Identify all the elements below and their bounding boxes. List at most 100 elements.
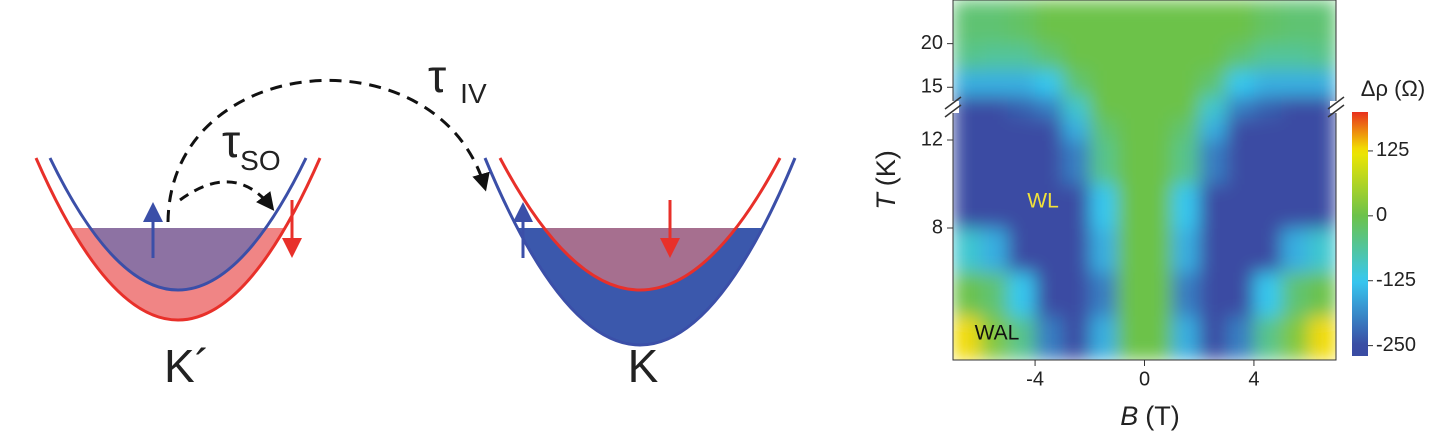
heatmap-cell (1308, 96, 1336, 119)
heatmap-cell (1281, 228, 1310, 273)
heatmap-cell (1007, 96, 1036, 119)
axis-break (1327, 104, 1345, 118)
heatmap-cells (953, 0, 1336, 360)
x-axis-variable: B (1120, 401, 1138, 431)
heatmap-cell (1281, 43, 1310, 71)
heatmap-cell (980, 184, 1009, 229)
heatmap-cell (1199, 184, 1228, 229)
heatmap-cell (1062, 140, 1091, 185)
axis-break (947, 101, 959, 113)
heatmap-cell (1253, 96, 1282, 119)
heatmap-cell (1089, 184, 1118, 229)
y-tick-label: 12 (921, 128, 943, 150)
colorbar-tick-label: -125 (1376, 269, 1416, 291)
x-tick-label: -4 (1026, 368, 1044, 390)
heatmap-cell (1089, 43, 1118, 71)
heatmap-cell (1035, 184, 1063, 229)
heatmap-cell (1308, 43, 1336, 71)
heatmap-cell (1117, 228, 1145, 273)
heatmap-cell (1144, 0, 1173, 45)
heatmap-cell (1035, 228, 1063, 273)
heatmap-cell (1144, 184, 1173, 229)
heatmap-cell (1281, 118, 1310, 141)
heatmap-cell (1199, 140, 1228, 185)
heatmap-cell (1308, 272, 1336, 317)
x-axis-label: B (T) (1120, 401, 1180, 431)
heatmap-cell (1171, 96, 1200, 119)
heatmap-cell (1007, 118, 1036, 141)
valley-left (34, 157, 322, 322)
heatmap-cell (1007, 43, 1036, 71)
heatmap-cell (980, 228, 1009, 273)
x-tick-label: 4 (1248, 368, 1259, 390)
heatmap-cell (1007, 69, 1036, 97)
heatmap-cell (1308, 316, 1336, 360)
heatmap-cell (1171, 272, 1200, 317)
heatmap-cell (1089, 140, 1118, 185)
heatmap-cell (1253, 184, 1282, 229)
axis-break (1330, 101, 1342, 113)
heatmap-cell (980, 118, 1009, 141)
heatmap-cell (1089, 69, 1118, 97)
heatmap-cell (1253, 0, 1282, 45)
heatmap-cell (1253, 140, 1282, 185)
heatmap-cell (1089, 0, 1118, 45)
heatmap-cell (1226, 316, 1255, 360)
x-axis-unit: (T) (1145, 401, 1179, 431)
heatmap-cell (1281, 272, 1310, 317)
heatmap-cell (953, 43, 981, 71)
heatmap-cell (1199, 69, 1228, 97)
valley-label: K´ (164, 340, 210, 392)
axis-break (944, 104, 962, 118)
heatmap-cell (1199, 228, 1228, 273)
heatmap-cell (1199, 118, 1228, 141)
heatmap-cell (1007, 0, 1036, 45)
heatmap-cell (1062, 69, 1091, 97)
heatmap-cell (1171, 228, 1200, 273)
heatmap-cell (1117, 69, 1145, 97)
heatmap-cell (1226, 118, 1255, 141)
heatmap-cell (1226, 228, 1255, 273)
heatmap-cell (1089, 96, 1118, 119)
heatmap-cell (1062, 272, 1091, 317)
heatmap-cell (1199, 96, 1228, 119)
heatmap-cell (1117, 0, 1145, 45)
heatmap-cell (1171, 140, 1200, 185)
heatmap-cell (953, 272, 981, 317)
heatmap-cell (1253, 228, 1282, 273)
heatmap-cell (1089, 316, 1118, 360)
heatmap-cell (980, 0, 1009, 45)
heatmap-cell (980, 140, 1009, 185)
x-tick-label: 0 (1139, 368, 1150, 390)
heatmap-cell (1226, 0, 1255, 45)
heatmap-cell (980, 272, 1009, 317)
heatmap-cell (1062, 0, 1091, 45)
heatmap-cell (953, 96, 981, 119)
heatmap-cell (1253, 316, 1282, 360)
heatmap-cell (1308, 184, 1336, 229)
heatmap-cell (1144, 118, 1173, 141)
colorbar (1352, 112, 1368, 356)
heatmap-cell (1117, 272, 1145, 317)
heatmap-cell (1089, 228, 1118, 273)
heatmap-cell (1199, 43, 1228, 71)
heatmap-cell (1308, 140, 1336, 185)
y-axis-label: T (K) (871, 150, 901, 210)
heatmap-cell (1281, 96, 1310, 119)
annotation: WL (1027, 190, 1059, 213)
valley-right (483, 157, 797, 347)
y-tick-label: 8 (932, 216, 943, 238)
heatmap-cell (1144, 69, 1173, 97)
heatmap-cell (953, 316, 981, 360)
heatmap-cell (980, 69, 1009, 97)
heatmap-cell (1035, 316, 1063, 360)
heatmap-cell (1308, 0, 1336, 45)
axis-break (1327, 96, 1345, 110)
heatmap-cell (1035, 43, 1063, 71)
heatmap-cell (1171, 43, 1200, 71)
heatmap-cell (1035, 140, 1063, 185)
heatmap-cell (1007, 140, 1036, 185)
heatmap-cell (1117, 184, 1145, 229)
heatmap-cell (1171, 184, 1200, 229)
heatmap-cell (1253, 272, 1282, 317)
